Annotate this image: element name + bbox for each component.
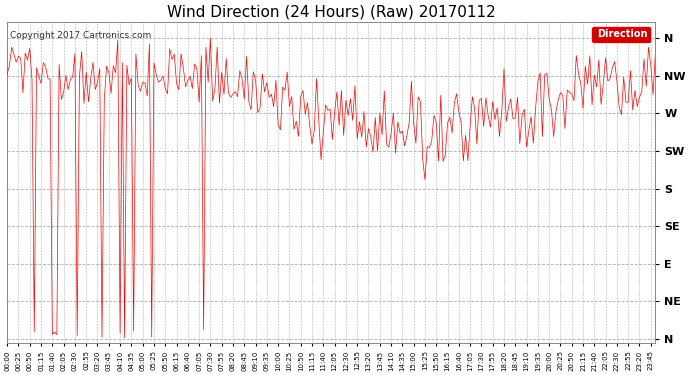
Text: Copyright 2017 Cartronics.com: Copyright 2017 Cartronics.com [10,32,152,40]
Legend: Direction: Direction [592,27,651,42]
Title: Wind Direction (24 Hours) (Raw) 20170112: Wind Direction (24 Hours) (Raw) 20170112 [167,4,495,19]
